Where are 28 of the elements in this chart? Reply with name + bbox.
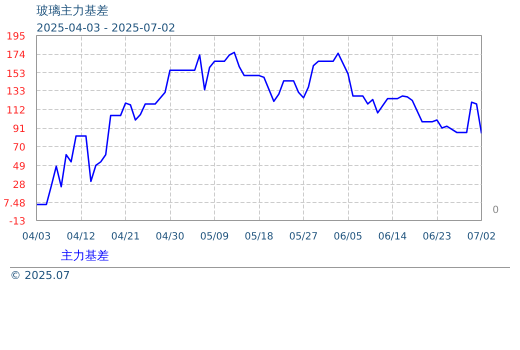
x-tick-label: 05/09 (200, 232, 229, 242)
x-tick-label: 05/18 (244, 232, 274, 242)
y-tick-label: 28 (12, 180, 26, 192)
x-tick-label: 05/27 (289, 232, 318, 242)
x-tick-label: 07/02 (467, 232, 496, 242)
y-tick-label: 153 (6, 68, 26, 80)
y-tick-label: 174 (6, 50, 26, 62)
x-tick-label: 04/12 (66, 232, 96, 242)
x-tick-label: 04/03 (22, 232, 51, 242)
x-tick-label: 06/14 (378, 232, 407, 242)
x-tick-label: 06/05 (334, 232, 362, 242)
chart-subtitle: 2025-04-03 - 2025-07-02 (36, 22, 176, 34)
y-tick-label: 70 (12, 142, 26, 154)
y-tick-label: 91 (12, 124, 26, 135)
y-tick-label: 133 (6, 86, 26, 98)
text: © 2025.07 (10, 268, 70, 284)
x-tick-label: 04/30 (156, 232, 184, 242)
y-tick-label: -13 (9, 216, 26, 228)
chart-title: 玻璃主力基差 (36, 4, 108, 18)
x-tick-label: 04/21 (111, 232, 140, 242)
y-tick-label: 7.48 (3, 198, 26, 210)
y-tick-label: 112 (6, 105, 26, 116)
x-tick-label: 06/23 (422, 232, 452, 242)
text: 主力基差 (61, 248, 109, 264)
text: 0 (492, 204, 499, 216)
line-series (36, 52, 482, 206)
y-tick-label: 195 (6, 32, 26, 42)
y-tick-label: 49 (12, 161, 26, 172)
